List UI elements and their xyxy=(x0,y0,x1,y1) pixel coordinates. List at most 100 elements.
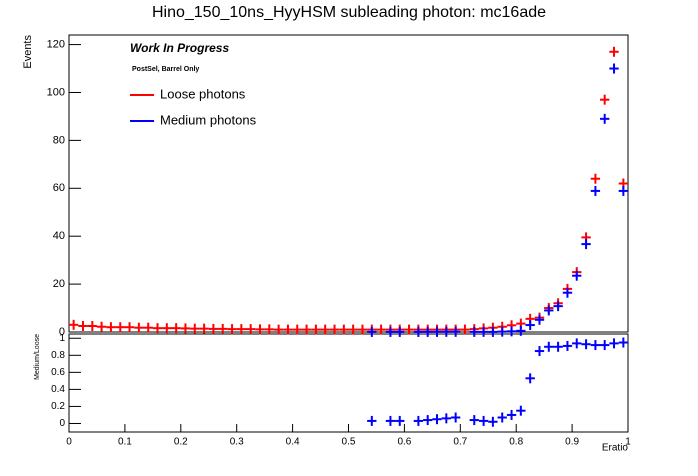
data-point xyxy=(246,324,256,335)
y-tick-label: 40 xyxy=(53,230,65,242)
data-point xyxy=(264,324,274,335)
data-point xyxy=(143,322,153,333)
data-point xyxy=(413,326,424,337)
data-point xyxy=(497,326,507,337)
plot-frame xyxy=(68,34,629,333)
chart-title: Hino_150_10ns_HyyHSM subleading photon: … xyxy=(152,4,546,21)
legend-label: Medium photons xyxy=(160,112,257,127)
data-point xyxy=(450,412,461,423)
data-point xyxy=(516,405,526,416)
data-point xyxy=(395,326,405,337)
legend-label: Loose photons xyxy=(160,86,246,101)
data-point xyxy=(357,324,368,335)
data-point xyxy=(432,326,442,337)
data-point xyxy=(553,301,563,312)
data-point xyxy=(441,413,451,424)
data-point xyxy=(376,324,386,335)
data-point xyxy=(236,324,247,335)
data-point xyxy=(283,324,293,335)
data-point xyxy=(404,324,414,335)
data-point xyxy=(600,340,610,351)
data-point xyxy=(609,46,619,57)
data-point xyxy=(497,412,507,423)
data-point xyxy=(562,340,573,351)
data-point xyxy=(180,323,191,334)
data-point xyxy=(171,323,181,334)
data-point xyxy=(590,340,601,351)
data-point xyxy=(525,320,535,331)
data-point xyxy=(600,94,610,105)
data-point xyxy=(572,338,582,349)
data-point xyxy=(423,415,433,426)
x-tick-label: 0.5 xyxy=(342,437,356,448)
data-point xyxy=(590,173,601,184)
data-point xyxy=(96,321,107,332)
data-point xyxy=(581,239,591,250)
data-point xyxy=(506,409,517,420)
data-point xyxy=(348,324,358,335)
x-tick-label: 0.4 xyxy=(286,437,300,448)
data-point xyxy=(190,323,200,334)
data-point xyxy=(441,326,451,337)
data-point xyxy=(478,326,489,337)
plot-frame xyxy=(68,333,629,433)
data-point xyxy=(618,185,629,196)
data-point xyxy=(534,314,545,325)
data-point xyxy=(87,321,97,332)
x-tick-label: 1 xyxy=(625,437,631,448)
data-point xyxy=(553,341,563,352)
data-point xyxy=(301,324,312,335)
data-point xyxy=(367,326,377,337)
data-point xyxy=(339,324,349,335)
data-point xyxy=(208,323,219,334)
data-point xyxy=(106,322,116,333)
data-point xyxy=(544,341,554,352)
data-point xyxy=(572,270,582,281)
data-point xyxy=(609,338,619,349)
x-tick-label: 0.3 xyxy=(230,437,244,448)
x-tick-label: 0 xyxy=(66,437,72,448)
y-tick-label: 0.2 xyxy=(51,401,65,412)
data-point xyxy=(273,324,284,335)
x-tick-label: 0.6 xyxy=(397,437,411,448)
x-axis-label: Eratio xyxy=(602,443,629,454)
data-point xyxy=(488,326,498,337)
x-tick-label: 0.9 xyxy=(565,437,579,448)
y-tick-label: 1 xyxy=(59,333,65,344)
y-tick-label: 0.4 xyxy=(51,384,65,395)
data-point xyxy=(385,415,396,426)
data-point xyxy=(618,337,629,348)
data-point xyxy=(413,415,424,426)
data-point xyxy=(609,63,619,74)
data-point xyxy=(218,323,228,334)
data-point xyxy=(124,322,135,333)
annotation: PostSel, Barrel Only xyxy=(132,66,199,73)
data-point xyxy=(385,326,396,337)
data-point xyxy=(469,326,479,337)
data-point xyxy=(534,346,545,357)
data-point xyxy=(506,326,517,337)
y-axis-label: Events xyxy=(22,35,34,69)
y-tick-label: 80 xyxy=(53,134,65,146)
y-tick-label: 0 xyxy=(59,326,65,338)
y-tick-label: 0.8 xyxy=(51,350,65,361)
data-point xyxy=(78,321,88,332)
data-point xyxy=(199,323,209,334)
data-point xyxy=(525,373,535,384)
data-point xyxy=(134,322,144,333)
y-tick-label: 0.6 xyxy=(51,367,65,378)
y-tick-label: 60 xyxy=(53,182,65,194)
data-point xyxy=(255,324,265,335)
data-point xyxy=(544,305,554,316)
x-tick-label: 0.2 xyxy=(174,437,188,448)
x-tick-label: 0.1 xyxy=(118,437,132,448)
data-point xyxy=(581,339,591,350)
data-point xyxy=(227,324,237,335)
data-point xyxy=(162,323,172,334)
data-point xyxy=(292,324,302,335)
x-tick-label: 0.7 xyxy=(453,437,467,448)
data-point xyxy=(152,323,163,334)
data-point xyxy=(600,113,610,124)
data-point xyxy=(460,324,470,335)
data-point xyxy=(478,415,489,426)
